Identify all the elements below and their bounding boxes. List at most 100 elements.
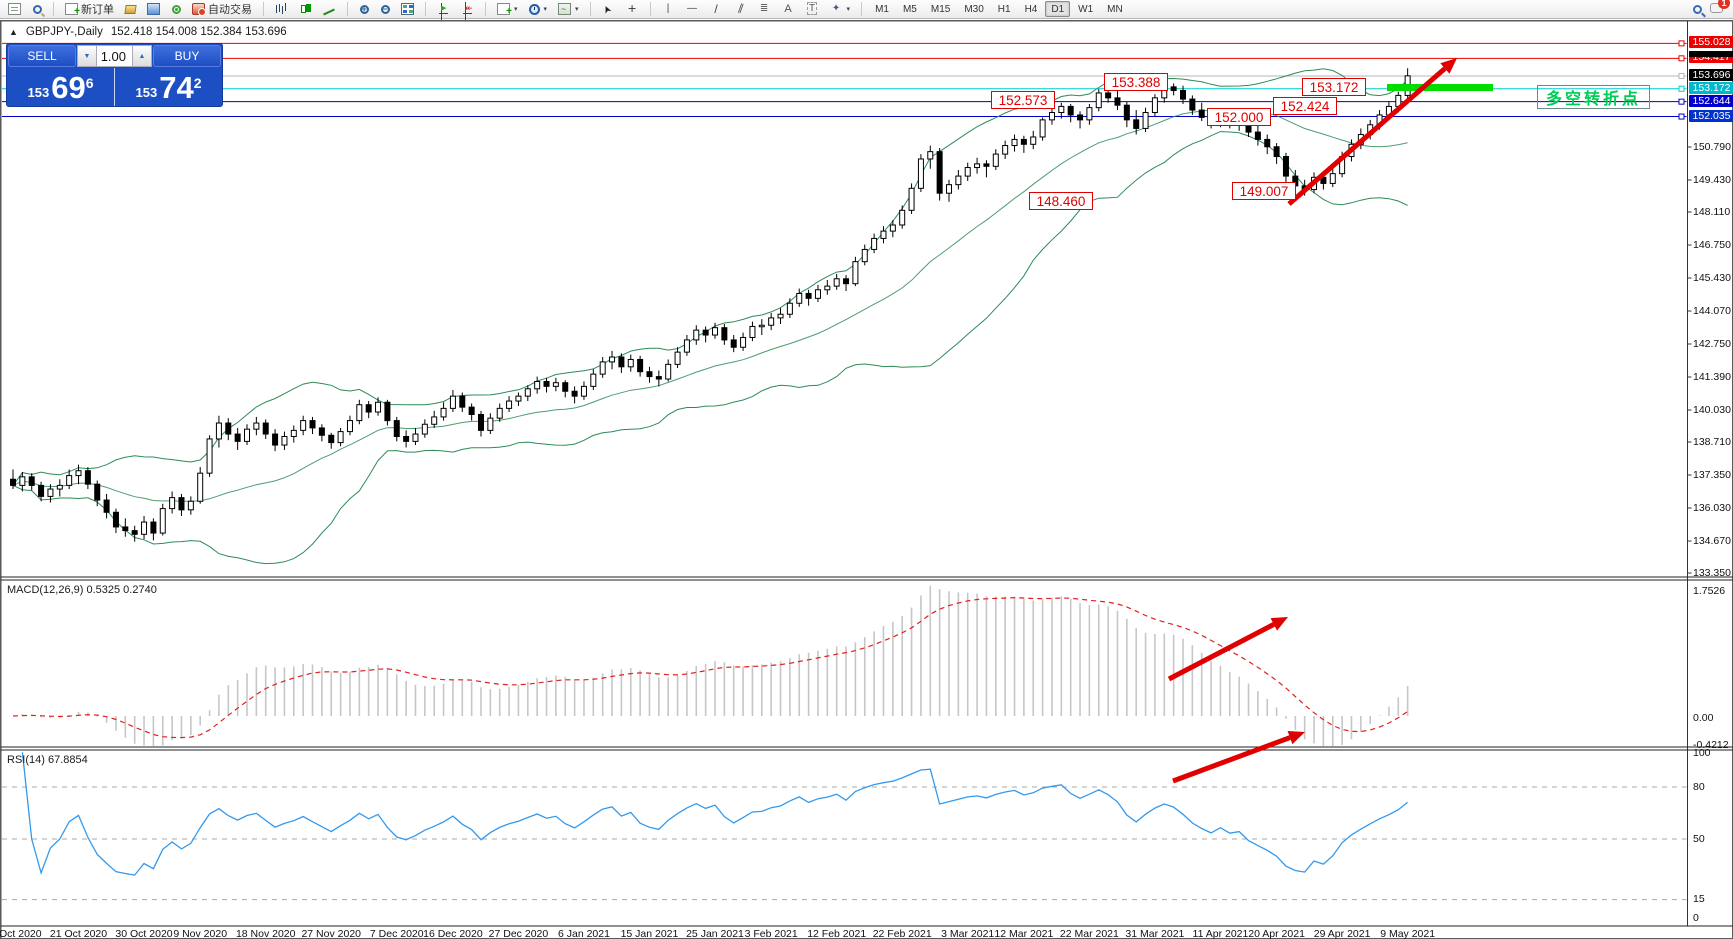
date-axis-label: 11 Apr 2021 xyxy=(1192,928,1249,939)
timeframe-h1-button[interactable]: H1 xyxy=(997,3,1011,15)
chart-canvas[interactable] xyxy=(1,21,1733,939)
rsi-axis-tick: 15 xyxy=(1693,893,1705,905)
bar-chart-mode-button[interactable] xyxy=(271,1,292,18)
date-axis-label: 30 Oct 2020 xyxy=(115,928,173,939)
sell-price-pip: 6 xyxy=(85,75,94,91)
volume-decrease-button[interactable]: ▼ xyxy=(77,45,97,67)
price-axis-tick: 146.750 xyxy=(1693,239,1731,251)
cursor-tool-button[interactable] xyxy=(598,1,619,18)
date-axis-label: 12 Oct 2020 xyxy=(0,928,42,939)
arrows-tool-button[interactable]: ▾ xyxy=(826,1,855,18)
date-axis-label: 9 May 2021 xyxy=(1380,928,1436,939)
sell-price-handle: 153 xyxy=(27,85,50,100)
timeframe-d1-button[interactable]: D1 xyxy=(1045,1,1071,17)
price-annotation-box[interactable]: 152.424 xyxy=(1273,97,1337,115)
timeframe-h4-button[interactable]: H4 xyxy=(1024,3,1038,15)
chart-page-icon xyxy=(8,3,21,15)
timeframe-w1-button[interactable]: W1 xyxy=(1078,3,1094,15)
sell-price-display[interactable]: 153 69 6 xyxy=(7,68,115,106)
price-axis-tick: 149.430 xyxy=(1693,174,1731,186)
horizontal-line-tool-button[interactable] xyxy=(682,1,703,18)
macd-axis-tick: -0.4212 xyxy=(1693,739,1729,751)
price-line-label: 152.644 xyxy=(1689,94,1733,107)
timeframe-m15-button[interactable]: M15 xyxy=(930,3,951,15)
vertical-line-tool-button[interactable] xyxy=(658,1,679,18)
price-annotation-box[interactable]: 153.172 xyxy=(1302,78,1366,96)
date-axis-label: 31 Mar 2021 xyxy=(1125,928,1185,939)
price-line-label: 153.696 xyxy=(1689,68,1733,81)
date-axis-label: 12 Mar 2021 xyxy=(994,928,1054,939)
price-annotation-box[interactable]: 153.388 xyxy=(1104,73,1168,91)
price-axis-tick: 138.710 xyxy=(1693,436,1731,448)
macd-axis-tick: 1.7526 xyxy=(1693,585,1726,597)
rsi-axis-tick: 100 xyxy=(1693,747,1711,759)
chart-symbol-period: GBPJPY-,Daily xyxy=(25,26,103,38)
volume-increase-button[interactable]: ▲ xyxy=(132,45,152,67)
metaeditor-button[interactable] xyxy=(121,1,140,18)
text-tool-button[interactable] xyxy=(778,1,799,18)
search-icon[interactable] xyxy=(1693,4,1702,14)
rsi-indicator-label: RSI(14) 67.8854 xyxy=(7,754,88,766)
date-axis-label: 12 Feb 2021 xyxy=(807,928,867,939)
timeframe-m5-button[interactable]: M5 xyxy=(902,3,917,15)
price-annotation-box[interactable]: 152.573 xyxy=(991,91,1055,109)
autotrading-button[interactable]: 自动交易 xyxy=(188,1,256,18)
date-axis-label: 27 Nov 2020 xyxy=(301,928,362,939)
chart-window-button[interactable] xyxy=(4,1,25,18)
buy-price-pip: 2 xyxy=(193,75,202,91)
fibonacci-tool-button[interactable] xyxy=(754,1,775,18)
chart-shift-button[interactable] xyxy=(457,1,478,18)
template-icon xyxy=(558,3,572,15)
rsi-axis-tick: 0 xyxy=(1693,912,1699,924)
price-axis-tick: 148.110 xyxy=(1693,206,1731,218)
date-axis-label: 7 Dec 2020 xyxy=(369,928,424,939)
trend-note-label[interactable]: 多空转折点 xyxy=(1537,85,1650,109)
zoom-in-button[interactable] xyxy=(355,1,373,18)
macd-axis-tick: 0.00 xyxy=(1693,712,1714,724)
text-label-tool-button[interactable] xyxy=(802,1,823,18)
buy-button[interactable]: BUY xyxy=(153,45,221,67)
new-order-button[interactable]: 新订单 xyxy=(61,1,118,18)
periods-button[interactable]: ▾ xyxy=(525,1,552,18)
new-chart-button[interactable]: ▾ xyxy=(493,1,522,18)
price-axis-tick: 150.790 xyxy=(1693,141,1731,153)
chart-title: ▲ GBPJPY-,Daily 152.418 154.008 152.384 … xyxy=(9,26,287,38)
buy-price-handle: 153 xyxy=(135,85,158,100)
gold-box-icon xyxy=(124,4,137,14)
horizontal-line-icon xyxy=(686,3,699,15)
trendline-tool-button[interactable] xyxy=(706,1,727,18)
auto-scroll-button[interactable] xyxy=(433,1,454,18)
blue-window-icon xyxy=(147,3,160,15)
zoom-out-button[interactable] xyxy=(376,1,394,18)
notification-badge: 1 xyxy=(1718,0,1730,9)
price-line-label: 155.028 xyxy=(1689,36,1733,49)
terminal-button[interactable] xyxy=(143,1,164,18)
templates-button[interactable]: ▾ xyxy=(554,1,583,18)
collapse-triangle-icon[interactable]: ▲ xyxy=(9,27,18,37)
price-annotation-box[interactable]: 152.000 xyxy=(1207,108,1271,126)
date-axis-label: 9 Nov 2020 xyxy=(173,928,228,939)
sell-button[interactable]: SELL xyxy=(8,45,76,67)
price-annotation-box[interactable]: 149.007 xyxy=(1232,182,1296,200)
signals-button[interactable] xyxy=(167,1,185,18)
volume-input[interactable]: 1.00 xyxy=(97,45,132,67)
line-chart-mode-button[interactable] xyxy=(319,1,340,18)
profile-preview-button[interactable] xyxy=(28,1,46,18)
candle-chart-mode-button[interactable] xyxy=(295,1,316,18)
new-order-icon xyxy=(65,3,80,18)
fibonacci-icon xyxy=(758,3,771,15)
date-axis-label: 22 Mar 2021 xyxy=(1059,928,1119,939)
timeframe-m1-button[interactable]: M1 xyxy=(875,3,889,15)
date-axis-label: 15 Jan 2021 xyxy=(620,928,679,939)
tile-windows-button[interactable] xyxy=(397,1,418,18)
buy-price-display[interactable]: 153 74 2 xyxy=(115,68,222,106)
notifications-button[interactable]: 1 xyxy=(1710,0,1730,16)
timeframe-mn-button[interactable]: MN xyxy=(1107,3,1123,15)
new-order-label: 新订单 xyxy=(81,4,114,16)
candlestick-icon xyxy=(299,3,312,15)
auto-scroll-icon xyxy=(437,3,450,15)
price-annotation-box[interactable]: 148.460 xyxy=(1029,192,1093,210)
timeframe-m30-button[interactable]: M30 xyxy=(964,3,984,15)
channel-tool-button[interactable] xyxy=(730,1,751,18)
crosshair-tool-button[interactable] xyxy=(622,1,643,18)
